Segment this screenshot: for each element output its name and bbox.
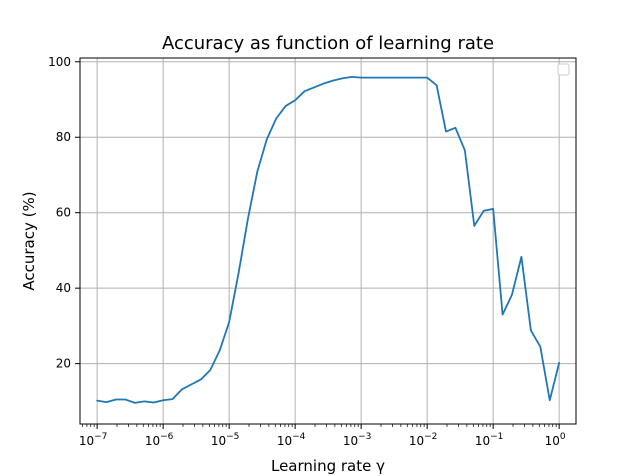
y-tick-label: 80: [56, 130, 71, 144]
x-tick-label: 10−5: [211, 432, 240, 448]
chart-title: Accuracy as function of learning rate: [162, 33, 494, 54]
grid: [80, 58, 576, 424]
x-tick-label: 10−2: [409, 432, 438, 448]
y-tick-label: 60: [56, 206, 71, 220]
plot-series: [96, 75, 561, 404]
plot-frame: [79, 57, 577, 425]
x-tick-label: 10−7: [79, 432, 108, 448]
legend-box: [557, 63, 570, 76]
y-tick-label: 20: [56, 357, 71, 371]
series-line: [96, 75, 561, 404]
x-tick-label: 10−6: [145, 432, 174, 448]
y-tick-label: 100: [48, 55, 71, 69]
y-axis-label: Accuracy (%): [20, 191, 38, 290]
x-tick-label: 10−3: [343, 432, 372, 448]
x-tick-label: 10−4: [277, 432, 306, 448]
y-tick-label: 40: [56, 281, 71, 295]
x-tick-label: 10−1: [475, 432, 504, 448]
axis-ticks: 10−7 10−6 10−5 10−4 10−3 10−2 10−1 100 20 40 60 80 1…: [48, 55, 566, 448]
x-tick-label: 100: [545, 432, 566, 448]
x-axis-label: Learning rate γ: [271, 457, 385, 475]
